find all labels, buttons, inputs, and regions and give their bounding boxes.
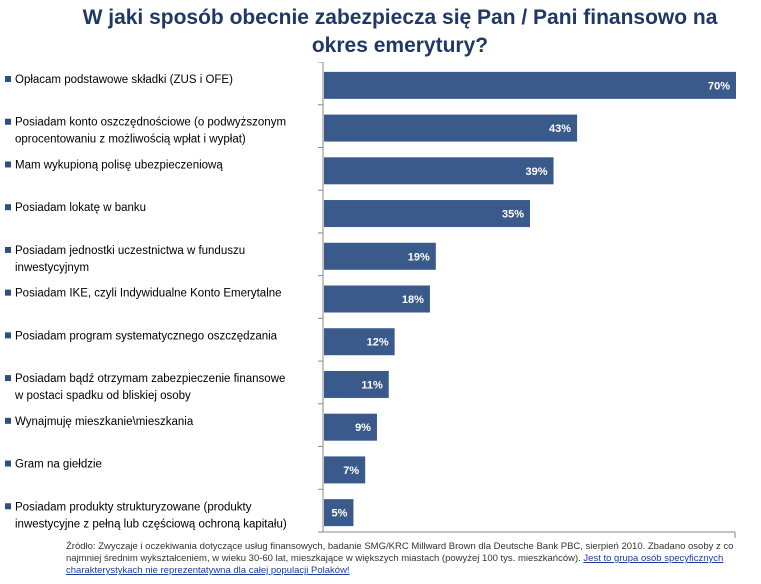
source-highlight[interactable]: Jest to grupa osób specyficznych charakt… <box>66 553 724 576</box>
bar <box>324 413 377 441</box>
category-bullet <box>5 375 11 382</box>
bar <box>324 71 736 99</box>
category-label: inwestycyjne z pełną lub częściową ochro… <box>15 518 287 530</box>
category-bullet <box>5 118 11 125</box>
bar <box>324 242 436 270</box>
category-label: Posiadam IKE, czyli Indywidualne Konto E… <box>15 288 282 300</box>
category-label: inwestycyjnym <box>15 262 89 274</box>
data-label: 35% <box>502 209 524 221</box>
bar-chart: 70% Opłacam podstawowe składki (ZUS i OFE… <box>5 62 736 538</box>
category-label: Posiadam jednostki uczestnictwa w fundus… <box>15 245 245 257</box>
bar <box>324 285 430 313</box>
category-bullet <box>5 503 11 510</box>
category-bullet <box>5 204 11 211</box>
bar <box>324 499 354 527</box>
bar <box>324 328 395 356</box>
category-label: Posiadam program systematycznego oszczęd… <box>15 330 278 342</box>
category-bullet <box>5 246 11 253</box>
category-label: Opłacam podstawowe składki (ZUS i OFE) <box>15 74 233 86</box>
data-label: 12% <box>367 337 389 349</box>
data-label: 7% <box>343 465 359 477</box>
category-label: Posiadam lokatę w banku <box>15 202 146 214</box>
category-label: Posiadam bądź otrzymam zabezpieczenie fi… <box>15 373 285 385</box>
data-label: 18% <box>402 294 424 306</box>
bar <box>324 157 554 185</box>
category-bullet <box>5 161 11 168</box>
data-label: 5% <box>332 508 348 520</box>
source-text: Źródło: Zwyczaje i oczekiwania dotyczące… <box>66 541 734 564</box>
category-label: Gram na giełdzie <box>15 459 102 471</box>
category-bullet <box>5 332 11 339</box>
data-label: 9% <box>355 422 371 434</box>
data-label: 11% <box>361 379 383 391</box>
category-label: w postaci spadku od bliskiej osoby <box>14 390 191 402</box>
bar <box>324 200 530 228</box>
data-label: 70% <box>708 80 730 92</box>
data-label: 43% <box>549 123 571 135</box>
category-label: Mam wykupioną polisę ubezpieczeniową <box>15 159 223 171</box>
category-bullet <box>5 289 11 296</box>
category-label: Posiadam produkty strukturyzowane (produ… <box>15 501 252 513</box>
chart-title: W jaki sposób obecnie zabezpiecza się Pa… <box>82 6 718 57</box>
category-label: oprocentowaniu z możliwością wpłat i wyp… <box>15 134 246 146</box>
category-label: Posiadam konto oszczędnościowe (o podwyż… <box>15 117 286 129</box>
category-label: Wynajmuję mieszkanie\mieszkania <box>15 416 194 428</box>
source-note: Źródło: Zwyczaje i oczekiwania dotyczące… <box>66 541 756 577</box>
bar <box>324 114 578 142</box>
bar <box>324 370 389 398</box>
category-bullet <box>5 460 11 467</box>
category-bullet <box>5 417 11 424</box>
data-label: 19% <box>408 251 430 263</box>
bar <box>324 456 366 484</box>
category-bullet <box>5 76 11 82</box>
data-label: 39% <box>526 166 548 178</box>
